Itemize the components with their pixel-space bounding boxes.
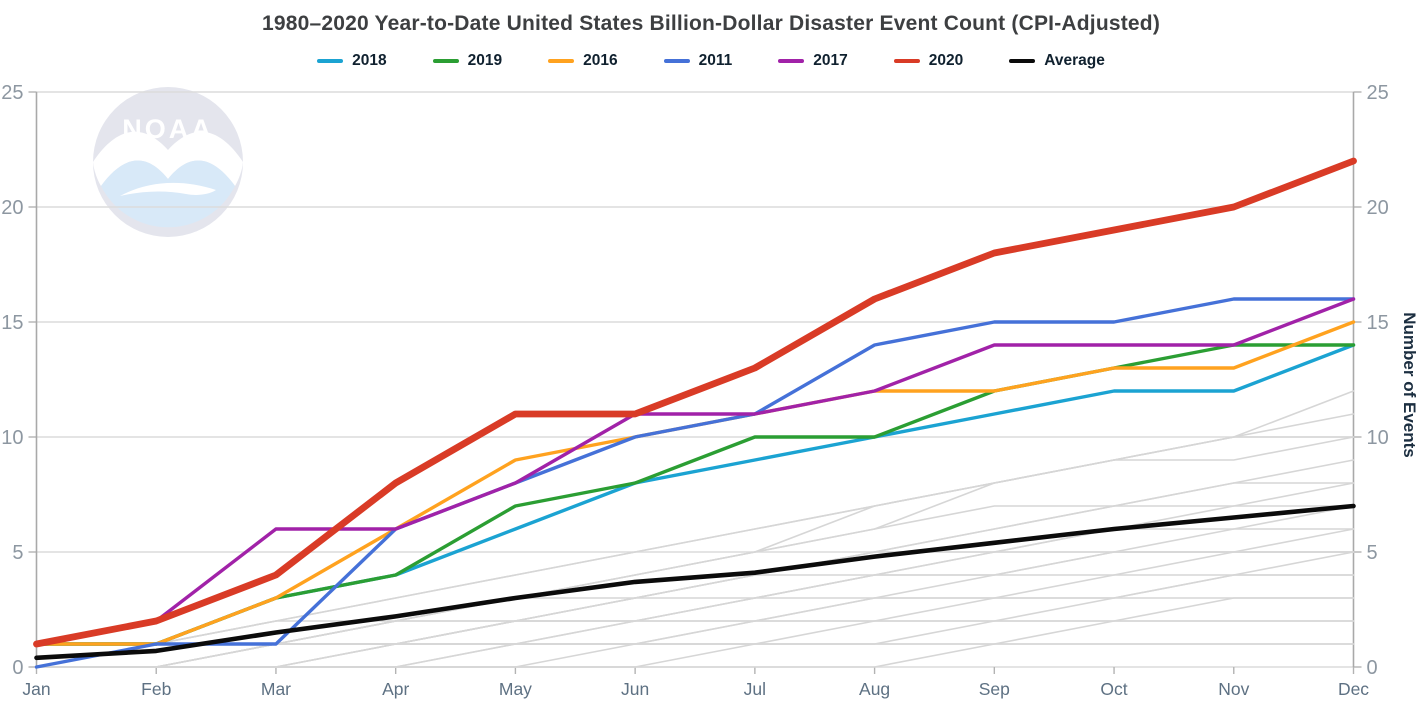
x-axis-label: Feb	[141, 679, 171, 699]
legend-label: 2011	[698, 52, 733, 69]
legend-item-2019[interactable]: 2019	[432, 52, 503, 70]
background-year-line	[35, 643, 1355, 668]
x-axis-label: Jun	[621, 679, 649, 699]
x-axis-label: Jul	[744, 679, 766, 699]
legend-swatch-2016	[548, 59, 575, 63]
y-axis-tick-label-right: 25	[1367, 82, 1389, 104]
noaa-logo-watermark: NOAA	[93, 87, 243, 237]
y-axis-tick-label-left: 10	[1, 427, 23, 449]
x-axis-label: Oct	[1100, 679, 1127, 699]
chart-title: 1980–2020 Year-to-Date United States Bil…	[261, 12, 1161, 35]
y-axis-tick-label-right: 10	[1367, 427, 1389, 449]
legend-label: 2020	[928, 52, 964, 69]
legend-label: 2016	[583, 52, 618, 69]
series-line-2016	[34, 320, 1356, 646]
background-year-line	[35, 482, 1355, 645]
legend-item-average[interactable]: Average	[1009, 52, 1105, 70]
x-axis-label: Dec	[1338, 679, 1369, 699]
y-axis-tick-label-right: 5	[1367, 542, 1378, 564]
y-axis-title: Number of Events	[1400, 312, 1419, 457]
legend-swatch-2019	[432, 59, 459, 63]
legend-item-2016[interactable]: 2016	[548, 52, 618, 70]
series-line-average	[34, 503, 1356, 661]
legend-swatch-2011	[663, 59, 690, 63]
y-axis-tick-label-right: 15	[1367, 312, 1389, 334]
legend-label: Average	[1044, 52, 1105, 69]
legend-item-2017[interactable]: 2017	[778, 52, 848, 70]
legend-item-2020[interactable]: 2020	[893, 52, 964, 70]
legend-swatch-2020	[893, 59, 920, 63]
legend-swatch-2018	[317, 59, 344, 63]
background-year-line	[35, 597, 1355, 668]
y-axis-tick-label-left: 25	[1, 82, 23, 104]
background-year-line	[35, 551, 1355, 668]
y-axis-tick-label-left: 5	[12, 542, 23, 564]
y-axis-tick-label-left: 20	[1, 197, 23, 219]
x-axis-label: Aug	[859, 679, 890, 699]
legend-item-2018[interactable]: 2018	[317, 52, 387, 70]
y-axis-tick-label-left: 15	[1, 312, 23, 334]
legend-swatch-2017	[778, 59, 805, 63]
x-axis-label: Jan	[22, 679, 50, 699]
y-axis-tick-label-right: 20	[1367, 197, 1389, 219]
x-axis-label: Sep	[979, 679, 1010, 699]
legend-label: 2018	[352, 52, 387, 69]
x-axis-label: Nov	[1218, 679, 1249, 699]
series-line-2017	[34, 297, 1356, 646]
x-axis-label: May	[499, 679, 532, 699]
legend-swatch-average	[1009, 59, 1036, 63]
legend-label: 2017	[813, 52, 848, 69]
legend-label: 2019	[467, 52, 503, 69]
x-axis-label: Mar	[261, 679, 291, 699]
noaa-logo-text: NOAA	[122, 114, 214, 144]
legend: 2018 2019 2016 2011 2017 2020 Average	[0, 52, 1422, 70]
y-axis-tick-label-right: 0	[1367, 657, 1378, 679]
y-axis-tick-label-left: 0	[12, 657, 23, 679]
x-axis-label: Apr	[382, 679, 409, 699]
legend-item-2011[interactable]: 2011	[663, 52, 733, 70]
series-line-2020	[33, 157, 1357, 648]
background-year-line	[35, 643, 1355, 668]
series-line-2011	[34, 297, 1356, 669]
